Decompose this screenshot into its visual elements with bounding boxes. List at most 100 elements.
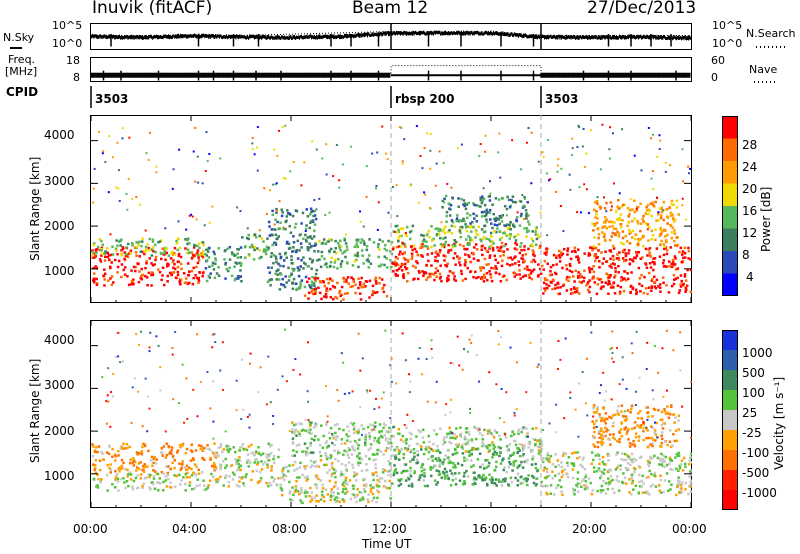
power-cell xyxy=(289,231,293,235)
power-scatter xyxy=(475,232,478,235)
power-cell xyxy=(509,234,513,237)
power-cell xyxy=(318,240,321,243)
power-cell xyxy=(673,255,677,258)
velocity-cell xyxy=(145,476,148,479)
power-cell xyxy=(633,237,637,241)
freq-label: Freq. xyxy=(8,53,36,66)
power-cell xyxy=(292,268,296,271)
power-cell xyxy=(366,257,370,261)
power-cell xyxy=(391,248,395,251)
power-scatter xyxy=(236,206,239,209)
power-cell xyxy=(310,267,313,270)
power-cell xyxy=(228,245,232,249)
power-cell xyxy=(442,254,446,257)
power-cell xyxy=(224,277,227,280)
power-cell xyxy=(498,238,502,241)
power-cell xyxy=(339,239,342,243)
power-cell xyxy=(670,265,674,269)
power-cell xyxy=(495,267,498,270)
power-cell xyxy=(247,253,251,256)
velocity-cell xyxy=(372,478,375,482)
velocity-cell xyxy=(360,424,363,427)
velocity-cell xyxy=(342,484,346,488)
velocity-cell xyxy=(180,479,183,482)
power-cell xyxy=(680,279,683,283)
velocity-cell xyxy=(211,450,214,454)
velocity-cell xyxy=(351,463,354,467)
velocity-cell xyxy=(334,457,337,461)
power-cell xyxy=(151,240,155,243)
velocity-cell xyxy=(470,448,474,452)
power-cell xyxy=(140,244,143,248)
power-cell xyxy=(558,260,562,263)
power-cell xyxy=(426,276,430,279)
power-cell xyxy=(613,263,616,266)
power-cell xyxy=(404,262,407,266)
velocity-cell xyxy=(525,479,528,483)
power-cell xyxy=(300,246,303,249)
power-cell xyxy=(197,256,200,259)
power-cell xyxy=(565,278,568,281)
power-scatter xyxy=(269,189,272,192)
power-cell xyxy=(145,260,148,263)
power-cell xyxy=(311,283,314,287)
power-cell xyxy=(624,254,628,258)
power-cell xyxy=(524,253,527,256)
power-scatter xyxy=(208,221,211,224)
velocity-cell xyxy=(291,463,295,467)
power-cell xyxy=(639,290,642,293)
power-scatter xyxy=(362,225,365,228)
power-cb-tick-8: 8 xyxy=(742,248,750,262)
velocity-cell xyxy=(375,483,379,487)
power-scatter xyxy=(311,140,314,143)
power-cell xyxy=(147,246,151,250)
power-cell xyxy=(285,219,288,223)
power-cell xyxy=(429,275,432,278)
power-cell xyxy=(364,285,367,288)
power-cell xyxy=(108,265,112,269)
power-cell xyxy=(263,248,266,251)
power-cell xyxy=(284,227,287,231)
power-cell xyxy=(596,227,600,230)
velocity-cell xyxy=(325,457,329,461)
power-cell xyxy=(499,255,502,258)
power-cell xyxy=(588,268,591,272)
power-cell xyxy=(279,221,282,224)
power-cell xyxy=(528,268,531,272)
velocity-cell xyxy=(263,460,267,464)
velocity-cell xyxy=(157,481,161,484)
power-cell xyxy=(594,253,597,256)
velocity-cell xyxy=(397,452,401,455)
power-cell xyxy=(119,244,122,247)
power-cell xyxy=(392,246,395,249)
date-title: 27/Dec/2013 xyxy=(587,0,697,18)
power-cell xyxy=(349,285,352,288)
power-cell xyxy=(443,259,446,262)
power-cell xyxy=(308,284,311,287)
power-cell xyxy=(248,245,252,249)
power-cell xyxy=(674,257,677,260)
power-cell xyxy=(488,195,491,198)
velocity-cell xyxy=(131,487,135,491)
power-scatter xyxy=(656,155,659,158)
power-cell xyxy=(254,236,258,239)
power-cell xyxy=(488,245,491,249)
power-scatter xyxy=(530,182,533,185)
power-scatter xyxy=(300,184,303,187)
power-cell xyxy=(120,275,123,279)
velocity-cell xyxy=(170,449,173,452)
power-cell xyxy=(570,250,574,253)
velocity-cell xyxy=(333,498,336,501)
power-cell xyxy=(130,269,133,272)
velocity-cell xyxy=(97,445,101,448)
velocity-cell xyxy=(232,446,235,449)
power-cell xyxy=(637,266,641,270)
power-cell xyxy=(438,251,442,254)
velocity-cell xyxy=(329,456,332,460)
power-cell xyxy=(331,297,335,301)
velocity-cell xyxy=(270,466,273,470)
power-cell xyxy=(551,278,555,281)
velocity-cell xyxy=(358,490,362,494)
power-cell xyxy=(592,245,596,248)
velocity-cell xyxy=(355,430,359,433)
